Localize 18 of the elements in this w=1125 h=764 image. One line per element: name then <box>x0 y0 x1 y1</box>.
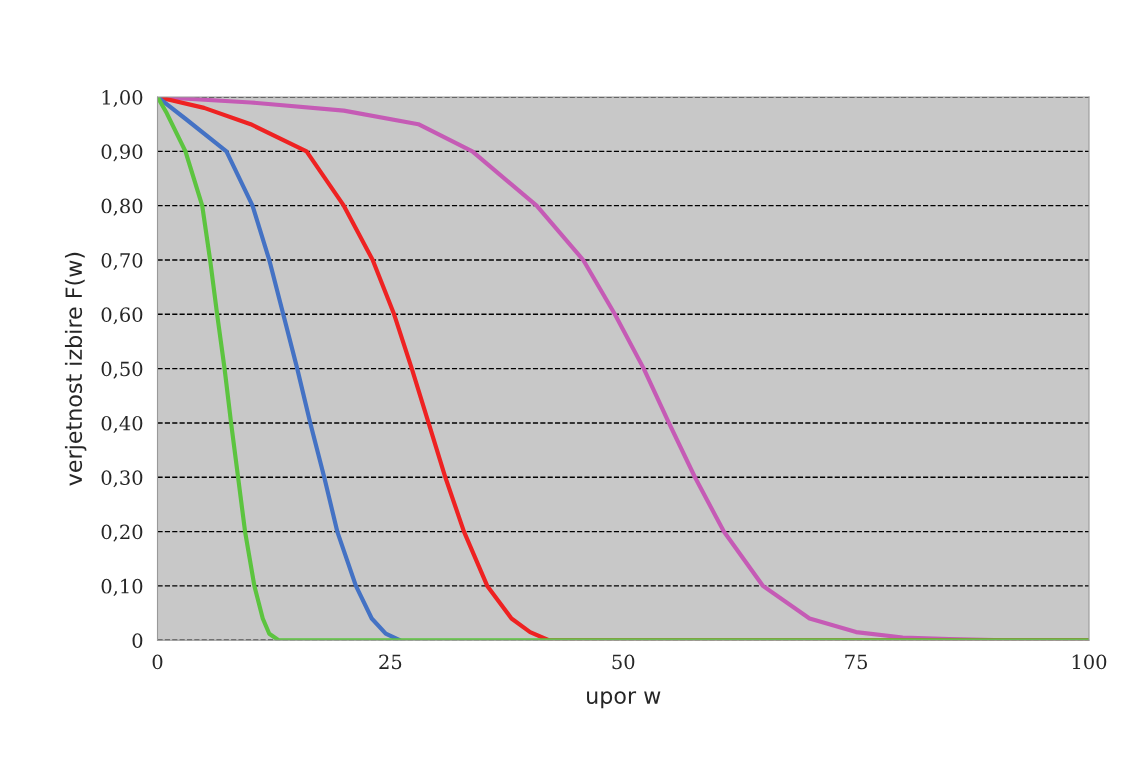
y-tick-label: 0,10 <box>101 578 143 596</box>
y-tick-label: 0,60 <box>101 307 143 325</box>
y-tick-label: 0,90 <box>101 144 143 162</box>
x-tick-label: 75 <box>845 654 867 670</box>
y-tick-label: 0,40 <box>101 415 143 433</box>
x-tick-label: 100 <box>1072 654 1107 670</box>
x-tick-label: 25 <box>379 654 402 670</box>
y-tick-label: 0,50 <box>101 361 143 379</box>
y-axis-title: verjetnost izbire F(w) <box>64 252 87 486</box>
y-tick-label: 0 <box>132 633 143 648</box>
y-tick-label: 0,30 <box>101 470 143 488</box>
x-tick-label: 50 <box>612 654 635 670</box>
y-tick-label: 1,00 <box>102 89 143 108</box>
y-tick-label: 0,80 <box>101 198 143 216</box>
x-tick-label: 0 <box>152 654 163 670</box>
y-tick-label: 0,70 <box>101 252 143 271</box>
y-tick-label: 0,20 <box>101 524 143 542</box>
x-axis-title: upor w <box>587 691 661 709</box>
